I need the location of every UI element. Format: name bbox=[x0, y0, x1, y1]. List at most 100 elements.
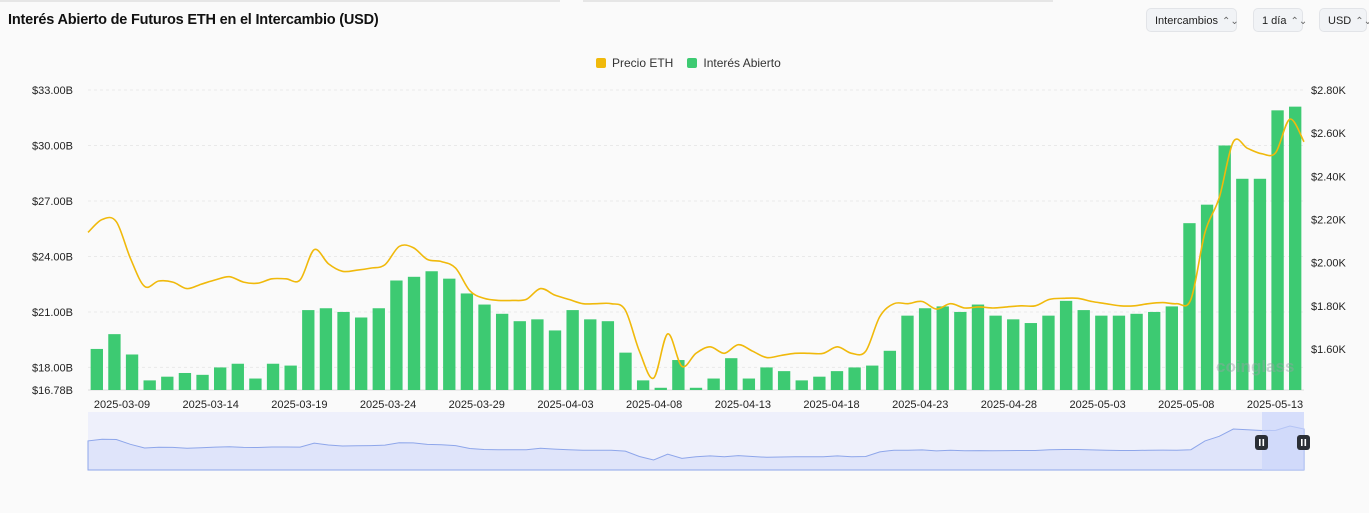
bar-open-interest[interactable] bbox=[795, 380, 808, 390]
bar-open-interest[interactable] bbox=[918, 308, 932, 390]
bar-open-interest[interactable] bbox=[725, 358, 738, 390]
navigator-handle-left[interactable] bbox=[1255, 435, 1268, 450]
bar-open-interest[interactable] bbox=[707, 378, 720, 390]
x-tick-label: 2025-03-09 bbox=[94, 399, 150, 411]
y-right-tick-label: $2.80K bbox=[1311, 85, 1347, 97]
bar-open-interest[interactable] bbox=[936, 306, 949, 390]
bar-open-interest[interactable] bbox=[742, 378, 756, 390]
bar-open-interest[interactable] bbox=[161, 376, 174, 390]
bar-open-interest[interactable] bbox=[478, 304, 491, 390]
y-right-tick-label: $1.80K bbox=[1311, 301, 1347, 313]
bar-open-interest[interactable] bbox=[584, 319, 597, 390]
bar-open-interest[interactable] bbox=[1042, 315, 1055, 390]
bar-open-interest[interactable] bbox=[830, 371, 844, 390]
x-tick-label: 2025-04-03 bbox=[537, 399, 593, 411]
navigator-handle-right[interactable] bbox=[1297, 435, 1310, 450]
bar-open-interest[interactable] bbox=[1218, 145, 1231, 390]
y-right-tick-label: $2.00K bbox=[1311, 258, 1347, 270]
bar-open-interest[interactable] bbox=[354, 317, 368, 390]
bar-open-interest[interactable] bbox=[1183, 223, 1196, 390]
bar-open-interest[interactable] bbox=[425, 271, 438, 390]
bar-open-interest[interactable] bbox=[760, 367, 773, 390]
chevron-updown-icon: ⌃⌄ bbox=[1290, 16, 1308, 27]
bar-open-interest[interactable] bbox=[1165, 306, 1178, 390]
bar-open-interest[interactable] bbox=[672, 360, 685, 390]
bar-open-interest[interactable] bbox=[1112, 315, 1126, 390]
bar-open-interest[interactable] bbox=[654, 387, 667, 390]
bar-open-interest[interactable] bbox=[531, 319, 544, 390]
navigator-area bbox=[87, 425, 1305, 471]
bar-open-interest[interactable] bbox=[689, 387, 703, 390]
bar-open-interest[interactable] bbox=[460, 293, 474, 390]
bar-open-interest[interactable] bbox=[513, 321, 526, 390]
bar-open-interest[interactable] bbox=[1024, 323, 1038, 390]
bar-open-interest[interactable] bbox=[178, 372, 192, 390]
bar-open-interest[interactable] bbox=[196, 374, 209, 390]
y-right-tick-label: $2.60K bbox=[1311, 128, 1347, 140]
bar-open-interest[interactable] bbox=[1095, 315, 1108, 390]
bar-open-interest[interactable] bbox=[266, 363, 280, 390]
range-navigator[interactable] bbox=[87, 412, 1310, 471]
bar-open-interest[interactable] bbox=[548, 330, 562, 390]
interval-select[interactable]: 1 día ⌃⌄ bbox=[1253, 8, 1307, 32]
currency-select[interactable]: USD ⌃⌄ bbox=[1319, 8, 1369, 32]
bar-open-interest[interactable] bbox=[1007, 319, 1020, 390]
bar-open-interest[interactable] bbox=[108, 334, 121, 390]
bar-open-interest[interactable] bbox=[231, 363, 244, 390]
legend-swatch-price bbox=[596, 58, 606, 68]
bar-open-interest[interactable] bbox=[495, 313, 509, 390]
bar-open-interest[interactable] bbox=[566, 310, 579, 390]
x-tick-label: 2025-03-24 bbox=[360, 399, 416, 411]
bar-open-interest[interactable] bbox=[777, 371, 791, 390]
bar-open-interest[interactable] bbox=[443, 278, 456, 390]
x-axis: 2025-03-09 2025-03-14 2025-03-19 2025-03-24… bbox=[94, 399, 1303, 411]
bar-open-interest[interactable] bbox=[883, 350, 897, 390]
bar-open-interest[interactable] bbox=[866, 365, 879, 390]
bar-open-interest[interactable] bbox=[636, 380, 650, 390]
y-right-tick-label: $2.40K bbox=[1311, 171, 1347, 183]
bar-open-interest[interactable] bbox=[249, 378, 262, 390]
bar-open-interest[interactable] bbox=[1236, 178, 1249, 390]
bar-open-interest[interactable] bbox=[284, 365, 297, 390]
bar-open-interest[interactable] bbox=[1130, 313, 1143, 390]
bar-open-interest[interactable] bbox=[1253, 178, 1267, 390]
legend-item-oi[interactable]: Interés Abierto bbox=[687, 56, 781, 70]
bar-open-interest[interactable] bbox=[214, 367, 227, 390]
bar-open-interest[interactable] bbox=[125, 354, 139, 390]
bar-open-interest[interactable] bbox=[337, 311, 350, 390]
bar-open-interest[interactable] bbox=[302, 310, 315, 390]
chevron-updown-icon: ⌃⌄ bbox=[1355, 16, 1369, 27]
legend-item-price[interactable]: Precio ETH bbox=[596, 56, 673, 70]
bar-open-interest[interactable] bbox=[90, 348, 103, 390]
x-tick-label: 2025-04-18 bbox=[803, 399, 859, 411]
line-series-eth-price bbox=[87, 118, 1305, 380]
x-tick-label: 2025-03-14 bbox=[183, 399, 239, 411]
bar-open-interest[interactable] bbox=[901, 315, 914, 390]
bar-open-interest[interactable] bbox=[601, 321, 615, 390]
bar-open-interest[interactable] bbox=[390, 280, 403, 390]
bar-open-interest[interactable] bbox=[1289, 106, 1302, 390]
bar-open-interest[interactable] bbox=[813, 376, 826, 390]
x-tick-label: 2025-04-08 bbox=[626, 399, 682, 411]
bar-open-interest[interactable] bbox=[619, 352, 632, 390]
bar-open-interest[interactable] bbox=[407, 276, 421, 390]
x-tick-label: 2025-05-13 bbox=[1247, 399, 1303, 411]
bar-open-interest[interactable] bbox=[1077, 310, 1090, 390]
y-right-tick-label: $2.20K bbox=[1311, 214, 1347, 226]
currency-select-label: USD bbox=[1328, 15, 1352, 27]
bar-open-interest[interactable] bbox=[1271, 110, 1284, 391]
bar-open-interest[interactable] bbox=[848, 367, 861, 390]
exchange-select[interactable]: Intercambios ⌃⌄ bbox=[1146, 8, 1239, 32]
x-tick-label: 2025-03-29 bbox=[449, 399, 505, 411]
bar-open-interest[interactable] bbox=[319, 308, 333, 390]
x-tick-label: 2025-05-03 bbox=[1069, 399, 1125, 411]
interval-select-label: 1 día bbox=[1262, 15, 1287, 27]
bar-open-interest[interactable] bbox=[1059, 300, 1073, 390]
bar-open-interest[interactable] bbox=[954, 311, 967, 390]
bar-open-interest[interactable] bbox=[971, 304, 985, 390]
bar-open-interest[interactable] bbox=[143, 380, 156, 390]
bar-open-interest[interactable] bbox=[989, 315, 1002, 390]
bar-open-interest[interactable] bbox=[372, 308, 385, 390]
bar-open-interest[interactable] bbox=[1200, 204, 1214, 390]
bar-open-interest[interactable] bbox=[1148, 311, 1161, 390]
